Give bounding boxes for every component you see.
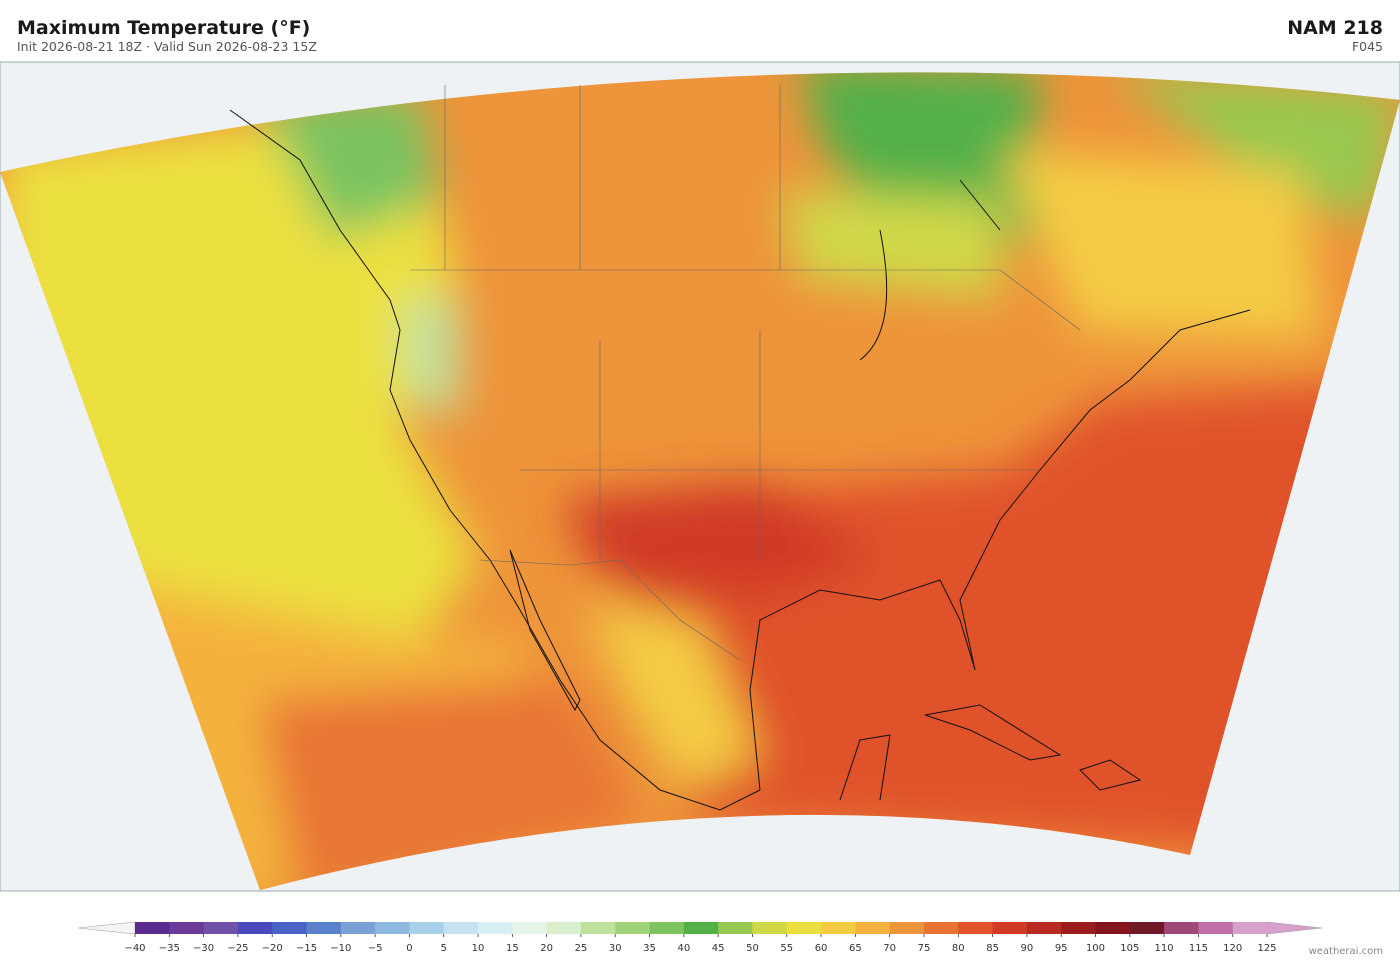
colorbar-tick-label: 105 [1120, 943, 1139, 954]
colorbar-tick-label: 115 [1189, 943, 1208, 954]
colorbar-bin [443, 922, 479, 934]
colorbar-bin [718, 922, 753, 934]
colorbar-bin [821, 922, 856, 934]
colorbar-bin [1164, 922, 1199, 934]
model: NAM 218 [1287, 17, 1383, 39]
colorbar-bin [855, 922, 891, 934]
credit: weatherai.com [1309, 946, 1383, 957]
colorbar-tick-label: 75 [918, 943, 931, 954]
colorbar-tick-label: 90 [1021, 943, 1034, 954]
colorbar-tick-label: 70 [883, 943, 896, 954]
colorbar-tick-label: 65 [849, 943, 862, 954]
colorbar-bin [478, 922, 513, 934]
colorbar-bin [1061, 922, 1096, 934]
colorbar-tick-label: 0 [406, 943, 412, 954]
colorbar-bin [752, 922, 788, 934]
colorbar-tick-label: 55 [780, 943, 793, 954]
colorbar-tick-label: −15 [296, 943, 317, 954]
colorbar: −40 −35 −30 −25 −20 −15 −10 −5 0 5 10 15 20 25 30 35 40 4… [77, 921, 1323, 954]
colorbar-bin [923, 922, 959, 934]
colorbar-bin [889, 922, 925, 934]
colorbar-bin [649, 922, 685, 934]
colorbar-bin [169, 922, 205, 934]
colorbar-tick-label: 15 [506, 943, 519, 954]
temperature-field [0, 72, 1400, 890]
colorbar-tick-label: 85 [986, 943, 999, 954]
colorbar-bin [958, 922, 994, 934]
subtitle: Init 2026-08-21 18Z · Valid Sun 2026-08-… [17, 39, 317, 54]
colorbar-tick-label: −20 [262, 943, 283, 954]
colorbar-tick-label: −35 [159, 943, 180, 954]
colorbar-bin [135, 922, 170, 934]
map [0, 61, 1400, 892]
colorbar-bin [409, 922, 445, 934]
colorbar-tick-label: 100 [1086, 943, 1105, 954]
colorbar-tick-label: −25 [227, 943, 248, 954]
colorbar-bin [1129, 922, 1165, 934]
colorbar-tick-label: 30 [609, 943, 622, 954]
colorbar-bin [1095, 922, 1131, 934]
colorbar-tick-label: −5 [368, 943, 383, 954]
borders [410, 85, 1081, 661]
colorbar-tick-label: −40 [124, 943, 145, 954]
title: Maximum Temperature (°F) [17, 17, 310, 39]
colorbar-tick-label: 95 [1055, 943, 1068, 954]
colorbar-tick-label: 45 [712, 943, 725, 954]
colorbar-tick-label: 50 [746, 943, 759, 954]
colorbar-bin [512, 922, 548, 934]
colorbar-bin [340, 922, 376, 934]
colorbar-tick-label: −30 [193, 943, 214, 954]
colorbar-tick-label: 20 [540, 943, 553, 954]
colorbar-bin [1198, 922, 1234, 934]
colorbar-tick-label: 125 [1257, 943, 1276, 954]
colorbar-bin [683, 922, 719, 934]
colorbar-extend-high [1266, 921, 1323, 935]
colorbar-tick-label: 80 [952, 943, 965, 954]
colorbar-extend-low [77, 921, 136, 935]
colorbar-bin [306, 922, 342, 934]
colorbar-tick-label: 25 [575, 943, 588, 954]
colorbar-bin [546, 922, 582, 934]
colorbar-bin [1026, 922, 1062, 934]
colorbar-tick-label: 10 [472, 943, 485, 954]
colorbar-tick-label: 5 [441, 943, 447, 954]
colorbar-tick-label: 120 [1223, 943, 1242, 954]
colorbar-tick-label: 110 [1155, 943, 1174, 954]
colorbar-bin [375, 922, 410, 934]
forecast-hour: F045 [1352, 39, 1383, 54]
colorbar-bin [237, 922, 273, 934]
colorbar-tick-label: 60 [815, 943, 828, 954]
colorbar-bin [580, 922, 616, 934]
colorbar-bin [992, 922, 1028, 934]
colorbar-tick-label: −10 [330, 943, 351, 954]
colorbar-bin [1232, 922, 1268, 934]
colorbar-tick-label: 35 [643, 943, 656, 954]
colorbar-bin [203, 922, 239, 934]
colorbar-bin [615, 922, 651, 934]
colorbar-bin [272, 922, 308, 934]
colorbar-tick-label: 40 [677, 943, 690, 954]
colorbar-bin [786, 922, 822, 934]
coastlines [229, 109, 1251, 811]
